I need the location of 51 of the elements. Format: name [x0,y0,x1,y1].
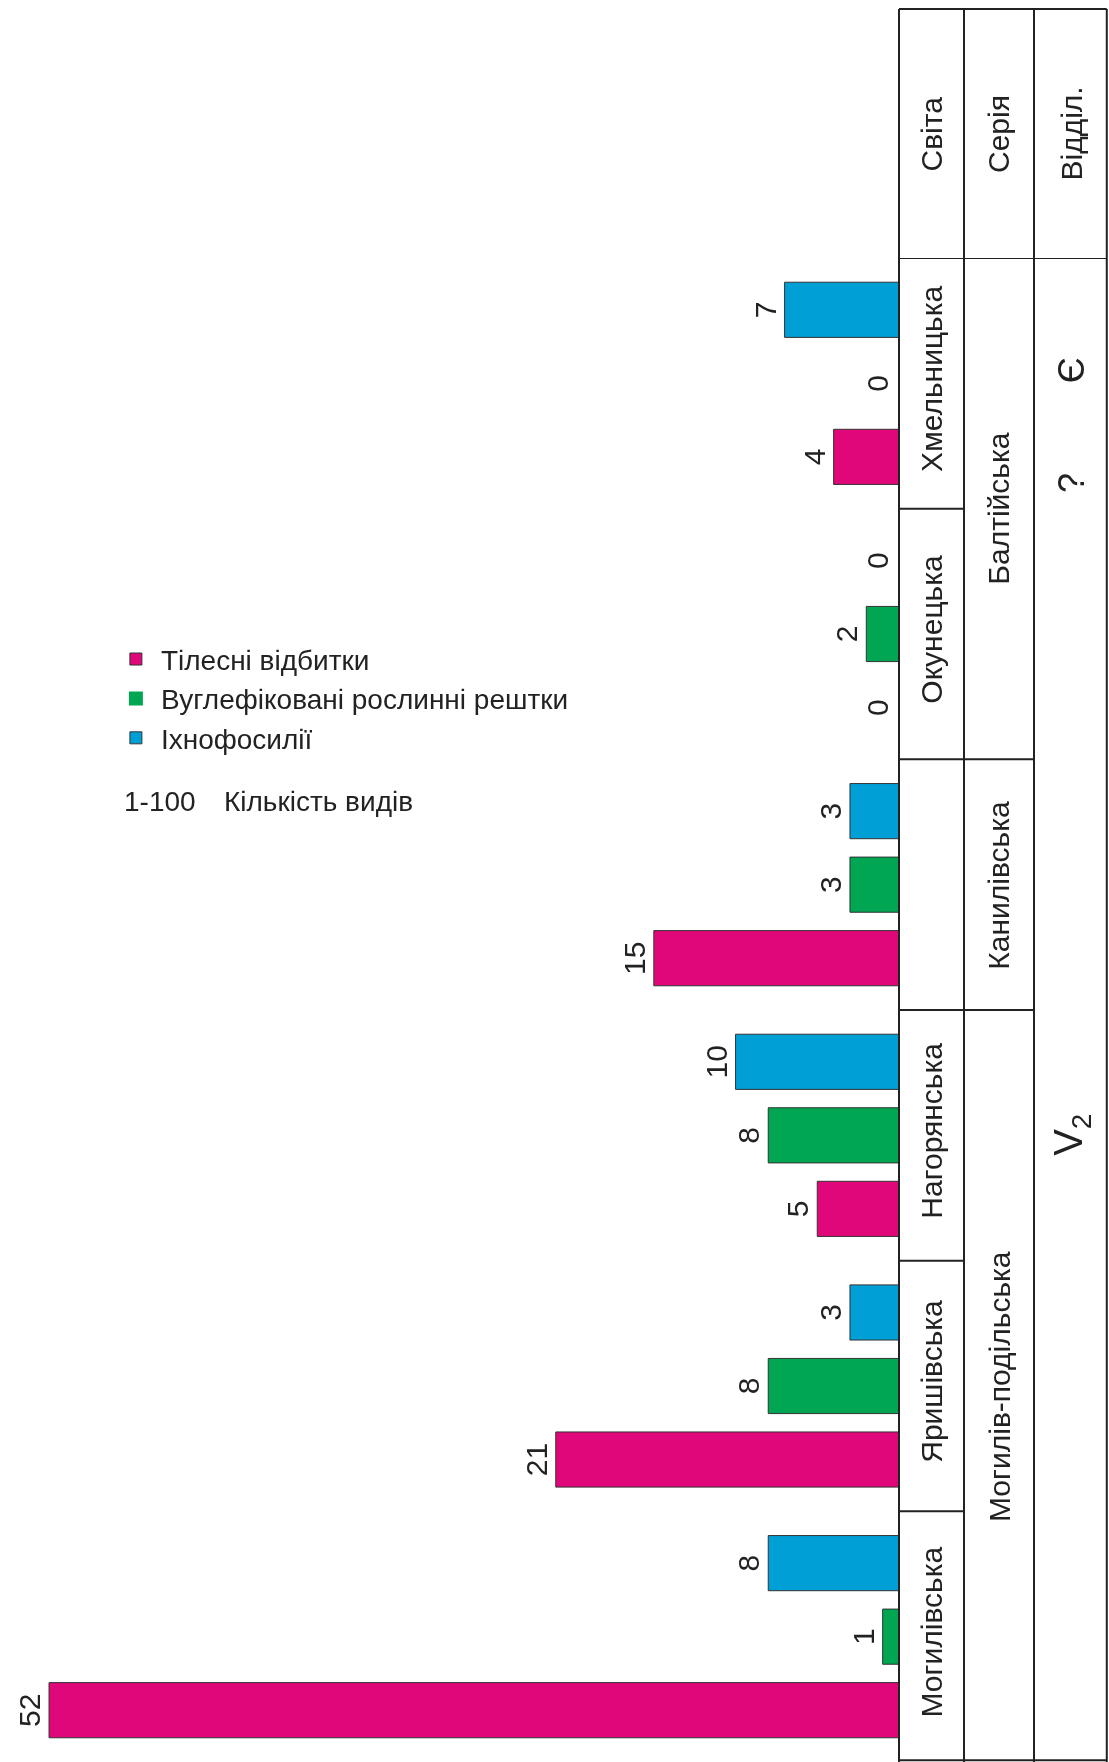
data-label: 1 [846,1628,880,1646]
text: Могилів-подільська [983,1251,1016,1522]
bar [735,1033,899,1090]
bar [784,281,899,338]
bar [767,1107,899,1164]
annotation: 1-100 [124,786,196,817]
text: ? [1050,473,1092,494]
text: Серія [982,95,1015,173]
text: Канилівська [982,801,1016,970]
data-label: 0 [861,552,895,569]
text: Є [1050,357,1092,384]
y-tick-label: Хмельницька [915,285,948,472]
bar [849,783,899,840]
bar [767,1357,899,1415]
text: Відділ. [1054,86,1088,181]
data-label: 15 [617,941,651,975]
data-label: 0 [860,699,894,717]
y-tick-label: Могилівська [915,1546,948,1718]
data-label: 8 [732,1377,766,1395]
data-label: 0 [861,375,895,392]
data-label: 8 [732,1554,766,1572]
data-label: 3 [813,802,847,820]
bar [653,930,899,987]
data-label: 3 [813,1304,847,1321]
data-label: 5 [781,1200,815,1218]
bar [816,1180,899,1237]
y-tick-label: Яришівська [915,1299,948,1463]
data-label: 21 [519,1442,553,1477]
bar [865,605,899,663]
text: Балтійська [982,432,1016,585]
bar [833,428,899,485]
data-label: 4 [797,448,831,466]
bar [849,1284,899,1341]
bar [882,1608,899,1665]
bar [48,1682,899,1739]
data-label: 2 [830,625,864,643]
bar [555,1431,899,1488]
legend-label: Іхнофосилії [160,723,313,755]
bar [849,856,899,913]
legend-label: Вуглефіковані рослинні рештки [160,684,569,716]
text: Світа [914,96,948,172]
y-tick-label: Нагорянська [915,1042,948,1219]
data-label: 8 [732,1126,766,1144]
data-label: 52 [13,1693,47,1727]
bar [767,1535,899,1592]
legend-label: Тілесні відбитки [160,644,370,676]
y-tick-label: Окунецька [915,555,948,704]
annotation: Кількість видів [224,786,414,817]
data-label: 7 [748,301,782,319]
data-label: 3 [813,876,847,894]
data-label: 10 [699,1045,733,1079]
